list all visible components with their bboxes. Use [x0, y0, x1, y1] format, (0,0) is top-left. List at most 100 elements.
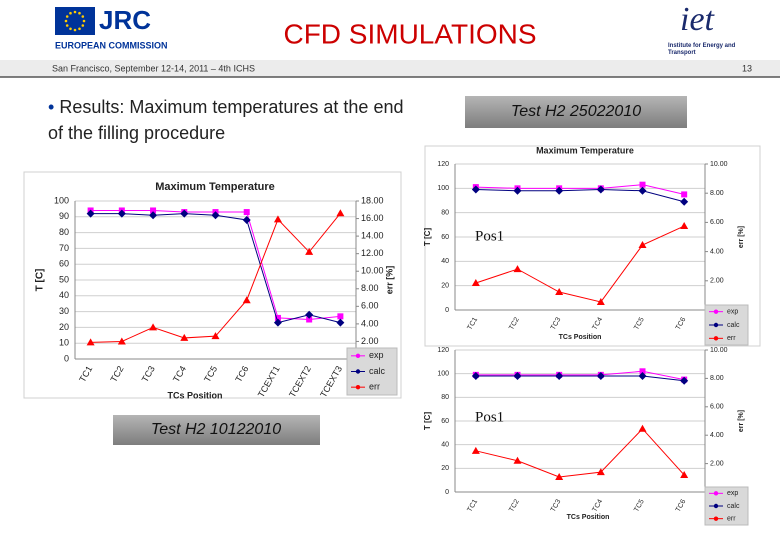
y2-axis-label: err [%]: [384, 266, 394, 295]
chart-frame: [23, 171, 402, 399]
legend-swatch: [355, 369, 361, 374]
y2-tick-label: 6.00: [710, 404, 724, 411]
legend-swatch: [713, 336, 719, 341]
y-tick-label: 100: [54, 195, 69, 205]
annotation: Pos1: [475, 409, 504, 425]
y2-axis-label: err [%]: [738, 410, 745, 432]
y-tick-label: 120: [437, 161, 449, 168]
x-tick-label: TC4: [591, 498, 604, 513]
y-tick-label: 0: [445, 307, 449, 314]
marker: [596, 297, 605, 305]
marker: [337, 313, 344, 320]
y-tick-label: 60: [59, 259, 69, 269]
marker: [639, 368, 646, 375]
x-axis-label: TCs Position: [567, 514, 610, 521]
chart-title: Maximum Temperature: [155, 181, 275, 193]
y2-tick-label: 2.00: [710, 278, 724, 285]
marker: [596, 468, 605, 476]
marker: [513, 372, 522, 381]
chart: Maximum Temperature0204060801001200.002.…: [423, 145, 761, 347]
y2-tick-label: 6.00: [361, 301, 379, 311]
marker: [242, 215, 251, 224]
page-number: 13: [742, 63, 752, 73]
legend-label: err: [369, 382, 380, 392]
marker: [471, 446, 480, 454]
marker: [242, 296, 251, 304]
x-tick-label: TC1: [77, 364, 94, 384]
y-tick-label: 90: [59, 211, 69, 221]
y-tick-label: 50: [59, 274, 69, 284]
marker: [680, 376, 689, 385]
marker: [149, 323, 158, 331]
legend-swatch: [713, 309, 719, 314]
test-label: Test H2 10122010: [151, 421, 281, 438]
series-line: [90, 213, 341, 324]
y2-tick-label: 18.00: [361, 195, 384, 205]
header-band: [0, 60, 780, 77]
marker: [555, 186, 564, 195]
x-tick-label: TC3: [550, 316, 563, 331]
y-tick-label: 0: [64, 353, 69, 363]
x-tick-label: TC2: [108, 364, 125, 384]
x-tick-label: TC6: [675, 316, 688, 331]
legend-label: exp: [727, 490, 738, 497]
series-line: [475, 428, 685, 478]
y2-tick-label: 10.00: [361, 266, 384, 276]
x-tick-label: TC5: [633, 316, 646, 331]
legend-label: calc: [727, 503, 740, 510]
legend-label: calc: [727, 322, 740, 329]
test-label: Test H2 25022010: [511, 103, 641, 120]
y-tick-label: 0: [445, 489, 449, 496]
marker: [336, 318, 345, 327]
header-subtitle: San Francisco, September 12-14, 2011 – 4…: [52, 63, 255, 73]
marker: [86, 209, 95, 218]
eu-stars: [64, 10, 86, 32]
test-box: [465, 96, 687, 128]
y-tick-label: 100: [437, 371, 449, 378]
marker: [639, 181, 646, 188]
legend-label: exp: [727, 309, 738, 316]
y-tick-label: 10: [59, 338, 69, 348]
y2-tick-label: 8.00: [710, 190, 724, 197]
y2-axis-label: err [%]: [738, 226, 745, 248]
x-tick-label: TC1: [466, 316, 479, 331]
y2-tick-label: 12.00: [361, 248, 384, 258]
y-tick-label: 80: [441, 210, 449, 217]
logo-caption: EUROPEAN COMMISSION: [55, 40, 168, 50]
marker: [86, 338, 95, 346]
x-axis-label: TCs Position: [559, 334, 602, 341]
marker: [243, 209, 250, 216]
y2-tick-label: 2.00: [361, 336, 379, 346]
y-tick-label: 80: [59, 227, 69, 237]
x-tick-label: TC2: [508, 316, 521, 331]
chart: 0 20 40 60 80 100 120 2.00 4.00 6.00 8.00 10.00 TC1 T…: [423, 347, 749, 526]
series-line: [475, 370, 685, 381]
legend-swatch: [713, 491, 719, 496]
series-line: [475, 184, 685, 195]
legend-swatch: [713, 503, 719, 509]
legend-swatch: [355, 353, 361, 359]
marker: [336, 209, 345, 217]
marker: [638, 372, 647, 381]
chart-frame: [424, 145, 761, 347]
slide-title: CFD SIMULATIONS: [283, 18, 536, 49]
legend-label: err: [727, 335, 736, 342]
y2-tick-label: 4.00: [361, 318, 379, 328]
marker: [471, 372, 480, 381]
marker: [681, 191, 688, 198]
y-tick-label: 40: [441, 442, 449, 449]
x-tick-label: TCEXT3: [318, 364, 344, 399]
x-tick-label: TCEXT1: [256, 364, 282, 399]
series-line: [475, 225, 685, 303]
series-line: [475, 375, 685, 382]
legend-swatch: [355, 384, 361, 390]
annotation: Pos1: [475, 228, 504, 244]
marker: [117, 209, 126, 218]
y-tick-label: 20: [441, 283, 449, 290]
marker: [555, 472, 564, 480]
legend-swatch: [713, 516, 719, 521]
y2-tick-label: 8.00: [710, 375, 724, 382]
bullet-text: • Results: Maximum temperatures at the e…: [48, 97, 404, 143]
x-tick-label: TC3: [550, 498, 563, 513]
marker: [117, 337, 126, 345]
